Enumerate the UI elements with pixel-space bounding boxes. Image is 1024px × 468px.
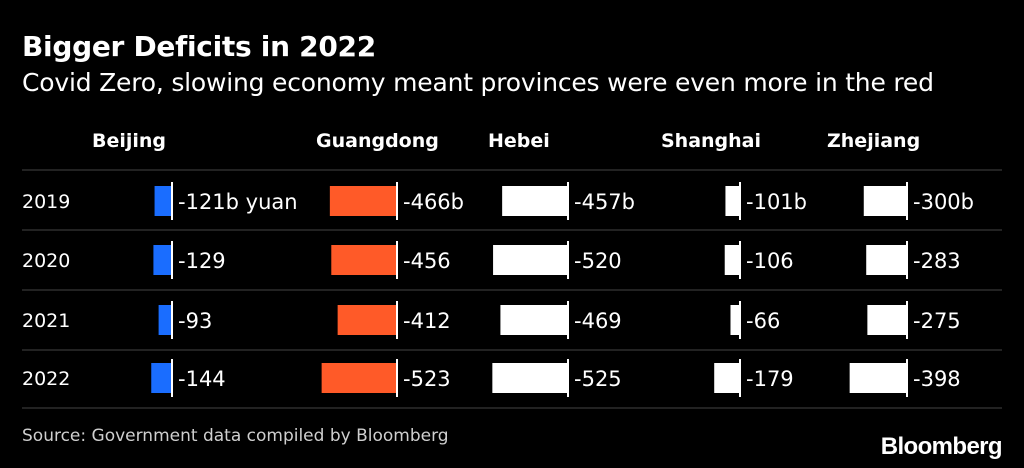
- bar-hebei-2019: [502, 186, 568, 216]
- bar-zhejiang-2021: [867, 305, 907, 335]
- bar-guangdong-2021: [337, 305, 397, 335]
- value-label-zhejiang-2021: -275: [913, 309, 961, 333]
- province-header-hebei: Hebei: [488, 130, 550, 152]
- bar-guangdong-2020: [331, 245, 397, 275]
- chart-title: Bigger Deficits in 2022: [22, 30, 376, 63]
- bar-shanghai-2019: [725, 186, 740, 216]
- year-label-2022: 2022: [22, 368, 70, 390]
- bar-hebei-2022: [492, 363, 568, 393]
- bar-zhejiang-2022: [849, 363, 907, 393]
- source-note: Source: Government data compiled by Bloo…: [22, 426, 449, 446]
- value-label-shanghai-2019: -101b: [746, 190, 807, 214]
- value-label-beijing-2020: -129: [178, 249, 226, 273]
- bar-hebei-2020: [493, 245, 568, 275]
- value-label-beijing-2021: -93: [178, 309, 212, 333]
- bar-zhejiang-2020: [866, 245, 907, 275]
- value-label-guangdong-2022: -523: [403, 367, 451, 391]
- province-header-zhejiang: Zhejiang: [827, 130, 920, 152]
- bar-guangdong-2019: [329, 186, 397, 216]
- value-label-hebei-2020: -520: [574, 249, 622, 273]
- year-label-2021: 2021: [22, 310, 70, 332]
- bar-beijing-2022: [151, 363, 172, 393]
- value-label-zhejiang-2022: -398: [913, 367, 961, 391]
- bar-shanghai-2020: [724, 245, 740, 275]
- province-header-guangdong: Guangdong: [316, 130, 439, 152]
- value-label-zhejiang-2019: -300b: [913, 190, 974, 214]
- bar-shanghai-2022: [714, 363, 740, 393]
- province-header-beijing: Beijing: [92, 130, 166, 152]
- bar-guangdong-2022: [321, 363, 397, 393]
- value-label-shanghai-2021: -66: [746, 309, 780, 333]
- value-label-beijing-2019: -121b yuan: [178, 190, 298, 214]
- bar-shanghai-2021: [730, 305, 740, 335]
- value-label-hebei-2022: -525: [574, 367, 622, 391]
- year-label-2020: 2020: [22, 250, 70, 272]
- value-label-zhejiang-2020: -283: [913, 249, 961, 273]
- value-label-beijing-2022: -144: [178, 367, 226, 391]
- value-label-hebei-2019: -457b: [574, 190, 635, 214]
- chart-subtitle: Covid Zero, slowing economy meant provin…: [22, 68, 934, 97]
- value-label-guangdong-2020: -456: [403, 249, 451, 273]
- value-label-guangdong-2019: -466b: [403, 190, 464, 214]
- value-label-guangdong-2021: -412: [403, 309, 451, 333]
- value-label-shanghai-2022: -179: [746, 367, 794, 391]
- province-header-shanghai: Shanghai: [661, 130, 761, 152]
- bar-zhejiang-2019: [863, 186, 907, 216]
- bloomberg-logo: Bloomberg: [880, 433, 1003, 460]
- bar-beijing-2020: [153, 245, 172, 275]
- bar-beijing-2019: [154, 186, 172, 216]
- value-label-shanghai-2020: -106: [746, 249, 794, 273]
- bar-hebei-2021: [500, 305, 568, 335]
- year-label-2019: 2019: [22, 191, 70, 213]
- value-label-hebei-2021: -469: [574, 309, 622, 333]
- bar-beijing-2021: [158, 305, 172, 335]
